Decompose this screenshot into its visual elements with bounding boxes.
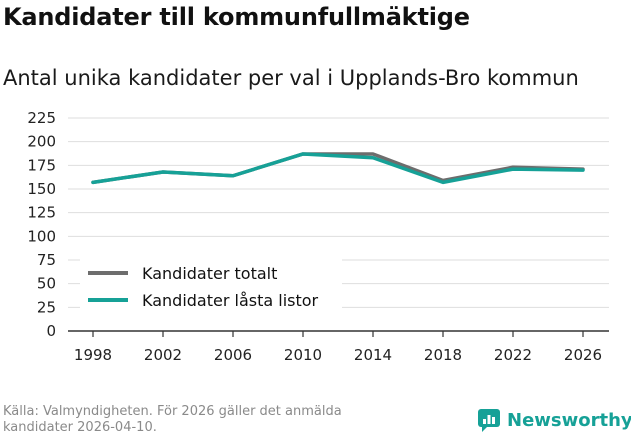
y-tick-label: 150 [27, 180, 56, 198]
x-tick-label: 2010 [284, 346, 322, 364]
source-line-2: kandidater 2026-04-10. [3, 420, 157, 435]
y-tick-label: 50 [37, 275, 56, 293]
line-chart: 0 25 50 75 100 125 150 175 200 225 1998 2002 2006 20… [27, 109, 609, 364]
legend: Kandidater totalt Kandidater låsta listo… [80, 255, 342, 317]
legend-background [80, 255, 342, 317]
y-tick-label: 225 [27, 109, 56, 127]
y-tick-label: 100 [27, 227, 56, 245]
y-tick-label: 175 [27, 156, 56, 174]
source-line-1: Källa: Valmyndigheten. För 2026 gäller d… [3, 404, 342, 419]
y-tick-label: 75 [37, 251, 56, 269]
x-tick-label: 2018 [424, 346, 462, 364]
x-tick-label: 2022 [494, 346, 532, 364]
x-tick-label: 2014 [354, 346, 392, 364]
chart-title: Kandidater till kommunfullmäktige [3, 3, 470, 31]
chart-subtitle: Antal unika kandidater per val i Uppland… [3, 66, 579, 90]
x-tick-label: 2026 [564, 346, 602, 364]
y-tick-label: 200 [27, 133, 56, 151]
series-line-locked [91, 152, 585, 185]
brand-name: Newsworthy [507, 409, 631, 431]
gridlines [68, 117, 609, 332]
source-note: Källa: Valmyndigheten. För 2026 gäller d… [3, 404, 433, 436]
brand-logo: Newsworthy [477, 408, 631, 432]
x-tick-label: 2006 [214, 346, 252, 364]
legend-label-total: Kandidater totalt [142, 264, 277, 283]
x-axis-ticks: 1998 2002 2006 2010 2014 2018 2022 2026 [74, 331, 602, 364]
y-tick-label: 25 [37, 298, 56, 316]
x-tick-label: 2002 [144, 346, 182, 364]
newsworthy-logo-icon [478, 409, 500, 432]
x-tick-label: 1998 [74, 346, 112, 364]
y-tick-label: 125 [27, 204, 56, 222]
y-axis-ticks: 0 25 50 75 100 125 150 175 200 225 [27, 109, 56, 340]
y-tick-label: 0 [46, 322, 56, 340]
legend-label-locked: Kandidater låsta listor [142, 291, 319, 310]
series-lines [91, 152, 585, 185]
